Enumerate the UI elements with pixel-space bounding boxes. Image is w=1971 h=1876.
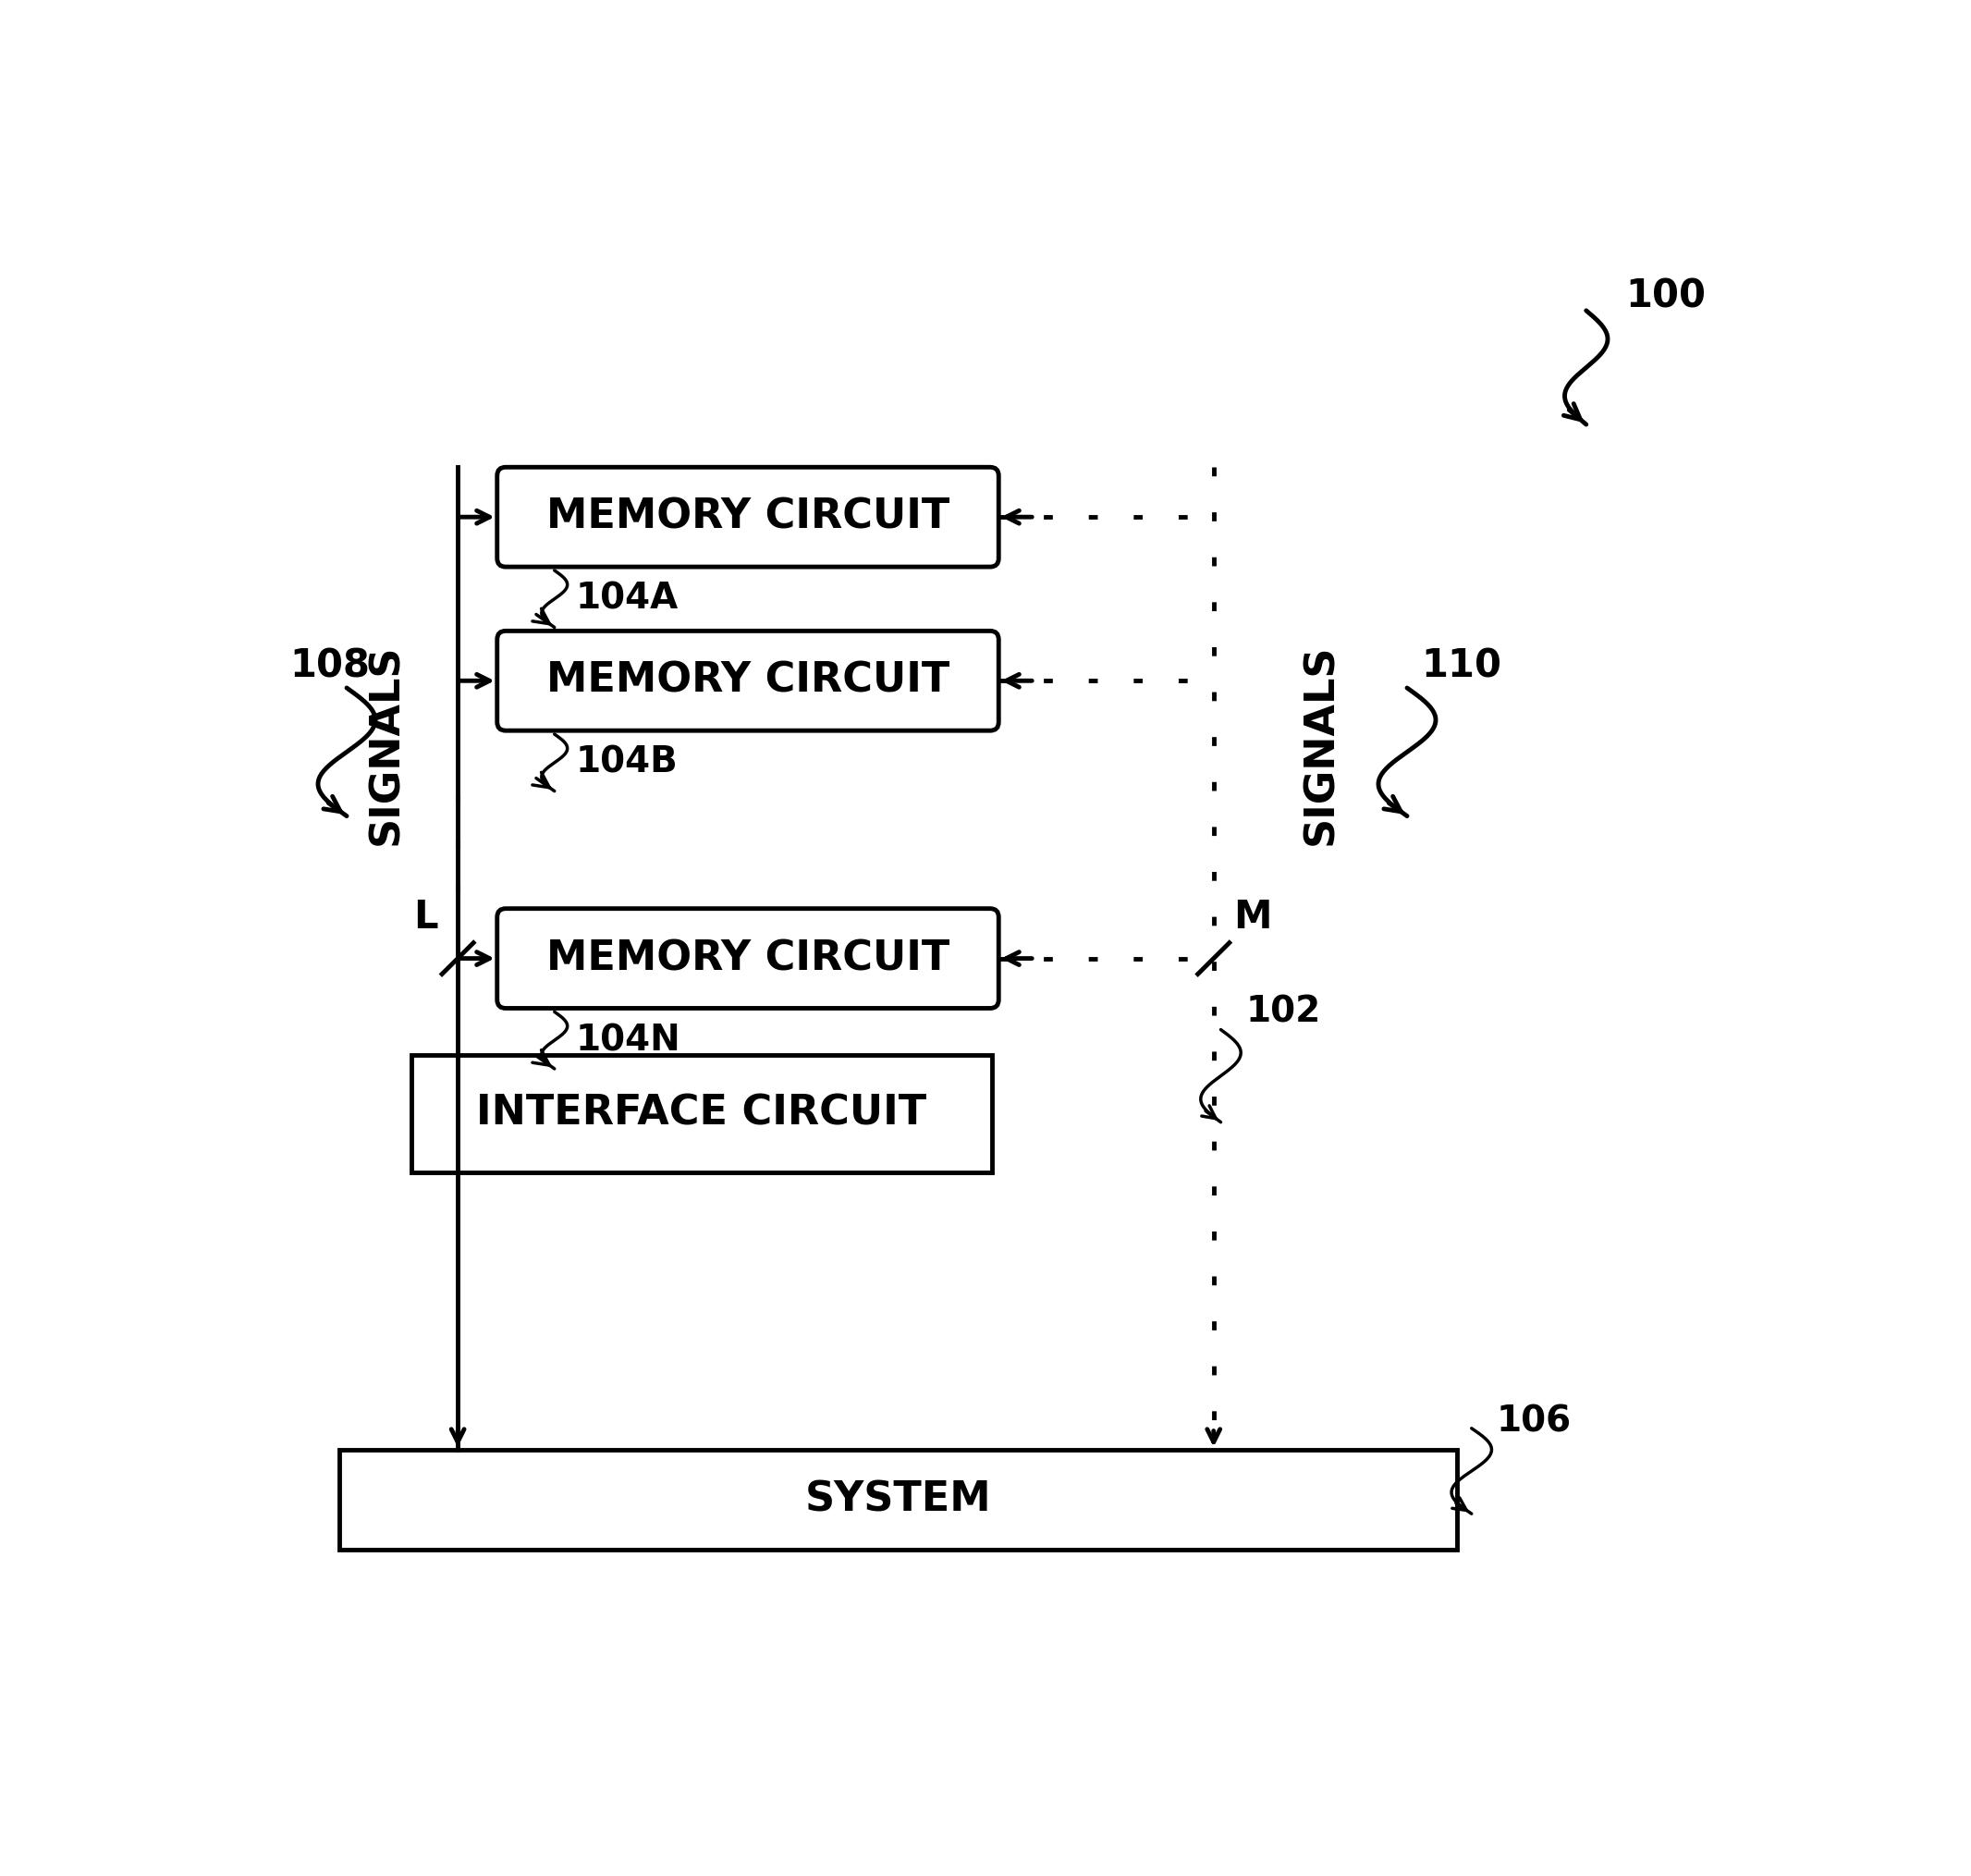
Text: MEMORY CIRCUIT: MEMORY CIRCUIT: [546, 497, 950, 537]
FancyBboxPatch shape: [497, 630, 999, 730]
FancyBboxPatch shape: [497, 908, 999, 1007]
Text: 104N: 104N: [576, 1022, 682, 1058]
Text: 102: 102: [1246, 994, 1321, 1030]
FancyBboxPatch shape: [497, 467, 999, 567]
Text: SIGNALS: SIGNALS: [1301, 643, 1340, 846]
Text: L: L: [414, 899, 438, 936]
Text: 104B: 104B: [576, 745, 678, 780]
Text: SYSTEM: SYSTEM: [806, 1480, 991, 1520]
Text: M: M: [1234, 899, 1271, 936]
Text: 108: 108: [290, 647, 371, 687]
Text: 104A: 104A: [576, 582, 678, 617]
Text: MEMORY CIRCUIT: MEMORY CIRCUIT: [546, 660, 950, 700]
Text: 110: 110: [1421, 647, 1502, 687]
Bar: [339, 1450, 1457, 1550]
Text: 100: 100: [1626, 278, 1707, 315]
Text: 106: 106: [1496, 1403, 1571, 1439]
Text: SIGNALS: SIGNALS: [367, 643, 406, 846]
Text: INTERFACE CIRCUIT: INTERFACE CIRCUIT: [477, 1094, 926, 1133]
Text: MEMORY CIRCUIT: MEMORY CIRCUIT: [546, 938, 950, 977]
Bar: [412, 1054, 991, 1172]
